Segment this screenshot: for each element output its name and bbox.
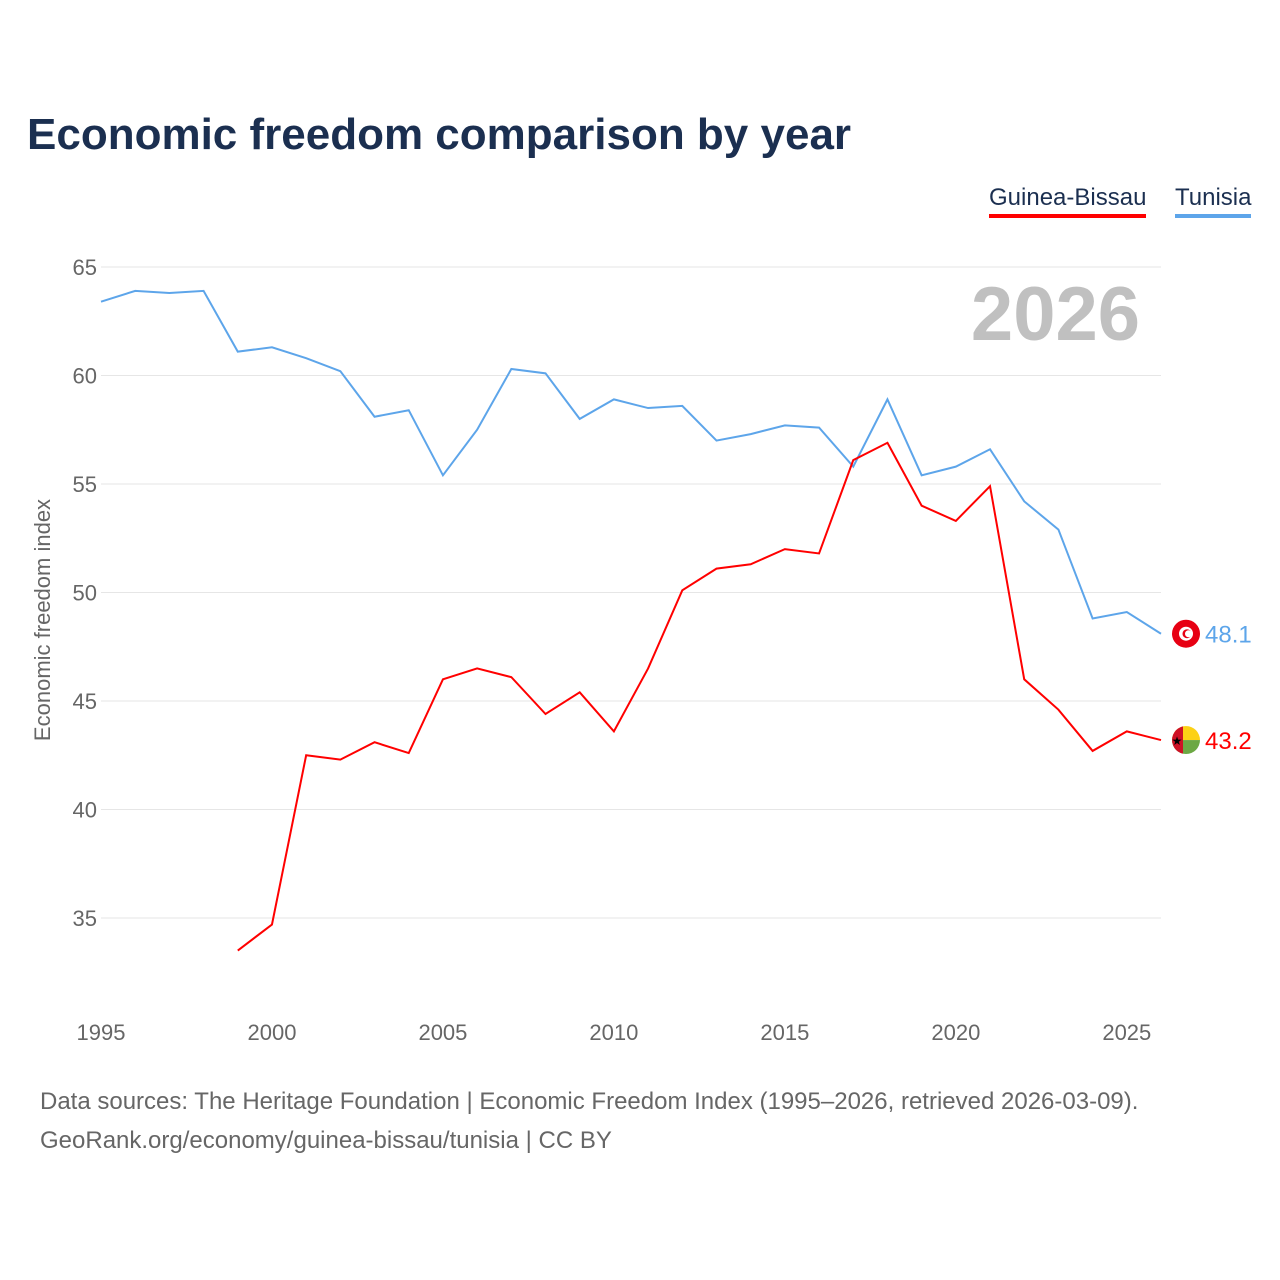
x-tick-label: 2010 bbox=[589, 1020, 638, 1045]
y-tick-label: 60 bbox=[73, 364, 97, 389]
tunisia-flag-crescent-cut bbox=[1185, 630, 1192, 638]
end-value-label: 48.1 bbox=[1205, 622, 1252, 649]
line-chart: 35 40 45 50 55 60 65 1995 2000 2005 2010 2015 2020 20… bbox=[30, 255, 1252, 1045]
legend-guinea-bissau[interactable]: Guinea-Bissau bbox=[989, 184, 1147, 218]
x-tick-label: 2005 bbox=[418, 1020, 467, 1045]
y-tick-label: 40 bbox=[73, 798, 97, 823]
x-tick-label: 2015 bbox=[760, 1020, 809, 1045]
x-tick-label: 1995 bbox=[77, 1020, 126, 1045]
source-note: Data sources: The Heritage Foundation | … bbox=[40, 1088, 1139, 1115]
y-tick-label: 55 bbox=[73, 472, 97, 497]
source-url[interactable]: GeoRank.org/economy/guinea-bissau/tunisi… bbox=[40, 1127, 612, 1154]
y-tick-label: 35 bbox=[73, 906, 97, 931]
y-tick-label: 45 bbox=[73, 689, 97, 714]
x-tick-label: 2000 bbox=[247, 1020, 296, 1045]
flag-star: ★ bbox=[1172, 734, 1183, 748]
chart-title: Economic freedom comparison by year bbox=[27, 110, 852, 159]
year-watermark: 2026 bbox=[971, 272, 1140, 357]
legend-tunisia[interactable]: Tunisia bbox=[1175, 184, 1252, 218]
y-tick-label: 65 bbox=[73, 255, 97, 280]
x-tick-label: 2020 bbox=[931, 1020, 980, 1045]
series-line-guinea-bissau bbox=[237, 441, 1162, 952]
series-line-tunisia bbox=[100, 289, 1162, 635]
x-tick-label: 2025 bbox=[1102, 1020, 1151, 1045]
y-tick-label: 50 bbox=[73, 581, 97, 606]
y-axis-label: Economic freedom index bbox=[30, 499, 55, 741]
end-value-label: 43.2 bbox=[1205, 728, 1252, 755]
flag-red bbox=[1172, 726, 1183, 755]
